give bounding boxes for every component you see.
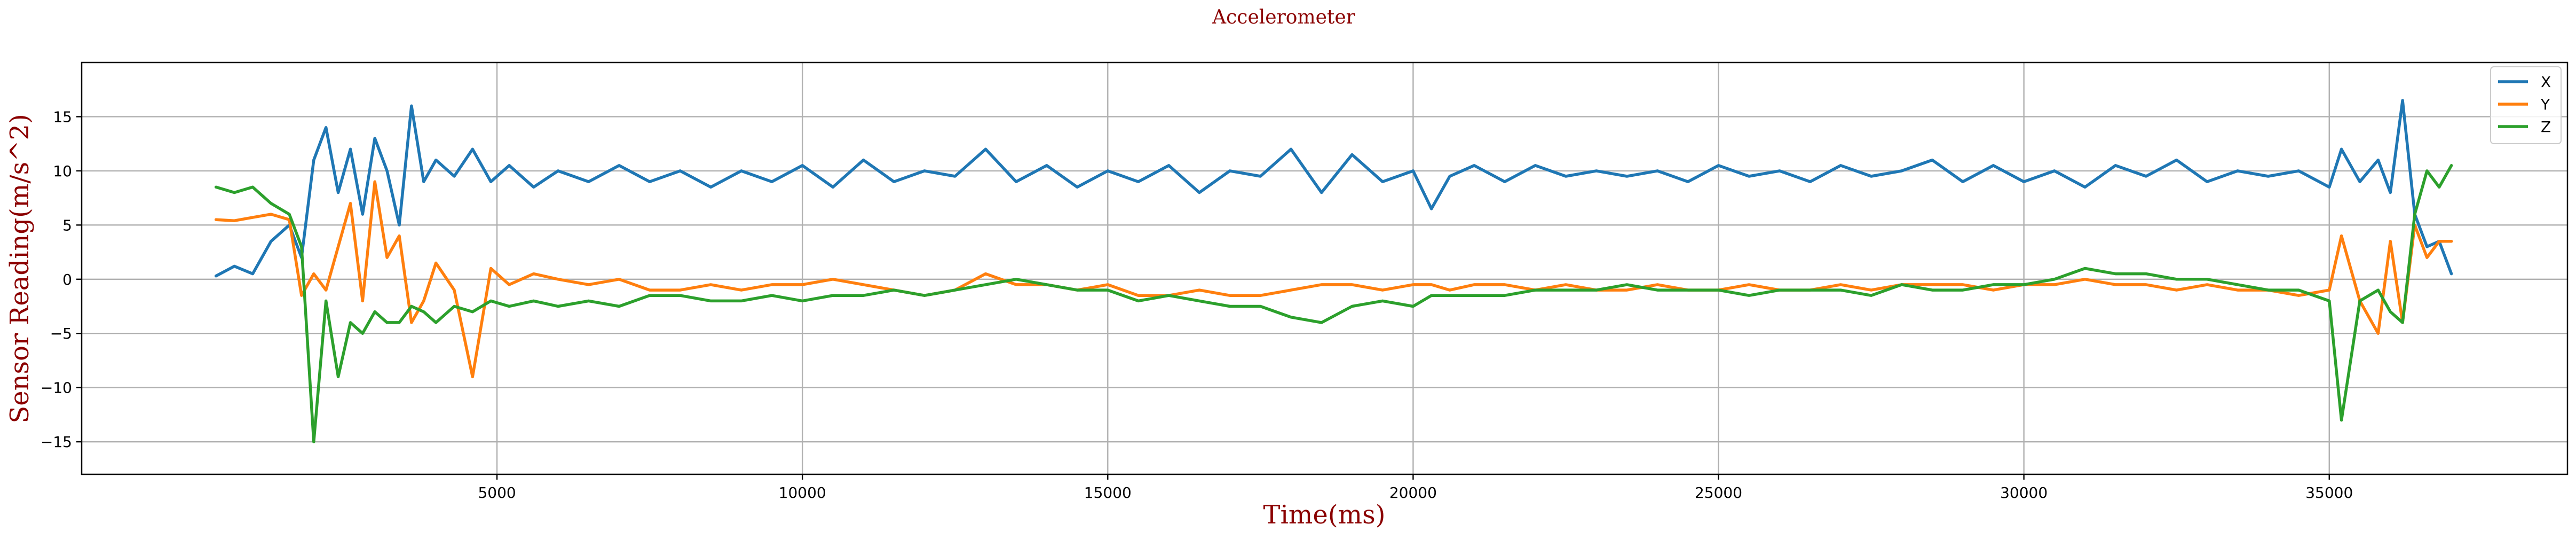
chart-title: Accelerometer [1212, 6, 1356, 28]
x-tick-label: 5000 [478, 484, 516, 502]
x-tick-label: 35000 [2305, 484, 2353, 502]
x-tick-label: 15000 [1084, 484, 1132, 502]
y-tick-label: 5 [62, 216, 72, 234]
y-tick-label: 0 [62, 271, 72, 288]
x-tick-label: 10000 [779, 484, 826, 502]
series-line-y [214, 180, 2453, 379]
legend-label-z: Z [2541, 118, 2551, 136]
y-axis-label: Sensor Reading(m/s^2) [5, 114, 35, 423]
x-axis-ticks: 5000 10000 15000 20000 25000 30000 35000 [478, 474, 2353, 502]
plot-frame [81, 61, 2569, 475]
series-line-x [214, 99, 2453, 278]
series-line-z [214, 164, 2453, 443]
legend-label-y: Y [2540, 96, 2550, 113]
y-tick-label: −15 [41, 433, 72, 451]
legend-label-x: X [2541, 73, 2551, 91]
y-axis-ticks: −15 −10 −5 0 5 10 15 [41, 108, 82, 451]
y-tick-label: −5 [50, 325, 72, 342]
series-lines [214, 99, 2453, 443]
x-axis-label: Time(ms) [1263, 500, 1386, 530]
legend-items: XYZ [2498, 73, 2551, 136]
x-tick-label: 30000 [2000, 484, 2048, 502]
y-tick-label: 10 [53, 162, 72, 180]
y-tick-label: 15 [53, 108, 72, 126]
legend: XYZ [2490, 66, 2562, 144]
x-tick-label: 25000 [1695, 484, 1742, 502]
y-tick-label: −10 [41, 379, 72, 397]
x-tick-label: 20000 [1389, 484, 1437, 502]
x-grid-lines [496, 62, 2330, 474]
